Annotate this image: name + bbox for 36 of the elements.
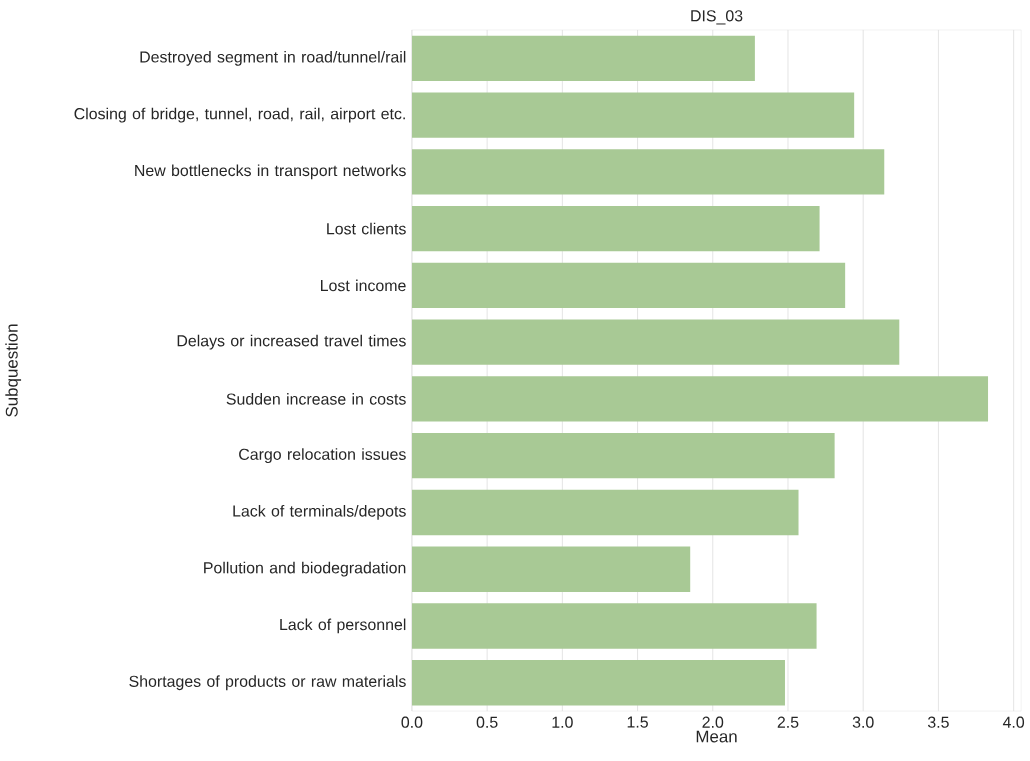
bar: [411, 149, 885, 195]
x-axis-title: Mean: [696, 730, 737, 743]
bar: [411, 205, 820, 252]
y-axis-title: Subquestion: [5, 324, 22, 417]
x-tick-label: 3.5: [927, 716, 949, 728]
bar: [411, 660, 785, 706]
bar: [411, 319, 900, 365]
bar: [411, 489, 799, 536]
y-tick-label: Lack of personnel: [280, 618, 406, 634]
y-tick-label: Pollution and biodegradation: [204, 561, 406, 577]
chart-title: DIS_03: [691, 10, 743, 25]
x-tick-label: 2.0: [702, 716, 724, 728]
bar: [411, 35, 755, 82]
x-tick-label: 4.0: [1002, 716, 1025, 728]
y-tick-label: New bottlenecks in transport networks: [135, 164, 406, 180]
y-tick-label: Sudden increase in costs: [226, 393, 406, 405]
bar: [411, 92, 855, 138]
x-tick-label: 3.0: [852, 716, 874, 728]
y-tick-label: Lost income: [321, 279, 406, 292]
y-tick-label: Shortages of products or raw materials: [129, 675, 406, 691]
y-tick-label: Cargo relocation issues: [239, 448, 406, 464]
bar: [411, 376, 989, 422]
y-tick-label: Delays or increased travel times: [177, 334, 406, 350]
y-tick-label: Lost clients: [327, 222, 406, 235]
bar: [411, 546, 691, 592]
x-tick-label: 1.0: [552, 716, 573, 728]
bar: [411, 603, 817, 649]
bar: [411, 262, 846, 309]
x-tick-label: 1.5: [627, 716, 648, 728]
y-tick-label: Closing of bridge, tunnel, road, rail, airport etc.: [74, 107, 405, 123]
x-tick-label: 0.0: [401, 716, 423, 728]
bar: [411, 432, 835, 479]
x-tick-label: 2.5: [777, 716, 799, 728]
y-tick-label: Destroyed segment in road/tunnel/rail: [140, 50, 406, 66]
y-tick-label: Lack of terminals/depots: [233, 505, 406, 520]
x-tick-label: 0.5: [476, 716, 498, 728]
